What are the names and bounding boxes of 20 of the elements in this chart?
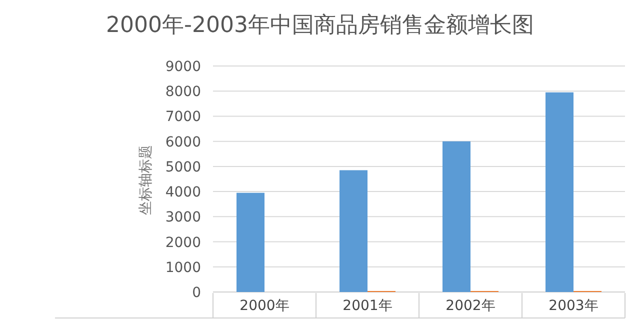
y-tick-label: 2000 <box>165 234 201 251</box>
y-tick-label: 1000 <box>165 260 201 276</box>
x-tick-label: 2002年 <box>446 298 496 314</box>
y-axis-title: 坐标轴标题 <box>138 145 154 215</box>
y-tick-label: 3000 <box>165 210 201 226</box>
bar <box>546 92 574 292</box>
y-tick-label: 9000 <box>165 59 201 75</box>
x-tick-label: 2001年 <box>342 298 392 314</box>
y-tick-label: 4000 <box>165 184 201 201</box>
x-tick-label: 2003年 <box>548 298 598 314</box>
bar <box>442 141 470 292</box>
y-tick-label: 7000 <box>165 109 201 126</box>
chart-title: 2000年-2003年中国商品房销售金额增长图 <box>106 13 534 38</box>
y-tick-label: 5000 <box>165 159 201 176</box>
x-tick-label: 2000年 <box>240 298 290 314</box>
bar <box>236 192 264 292</box>
y-tick-label: 6000 <box>165 134 201 150</box>
bar <box>340 170 368 292</box>
y-tick-label: 8000 <box>165 84 201 100</box>
y-tick-label: 0 <box>192 285 201 301</box>
